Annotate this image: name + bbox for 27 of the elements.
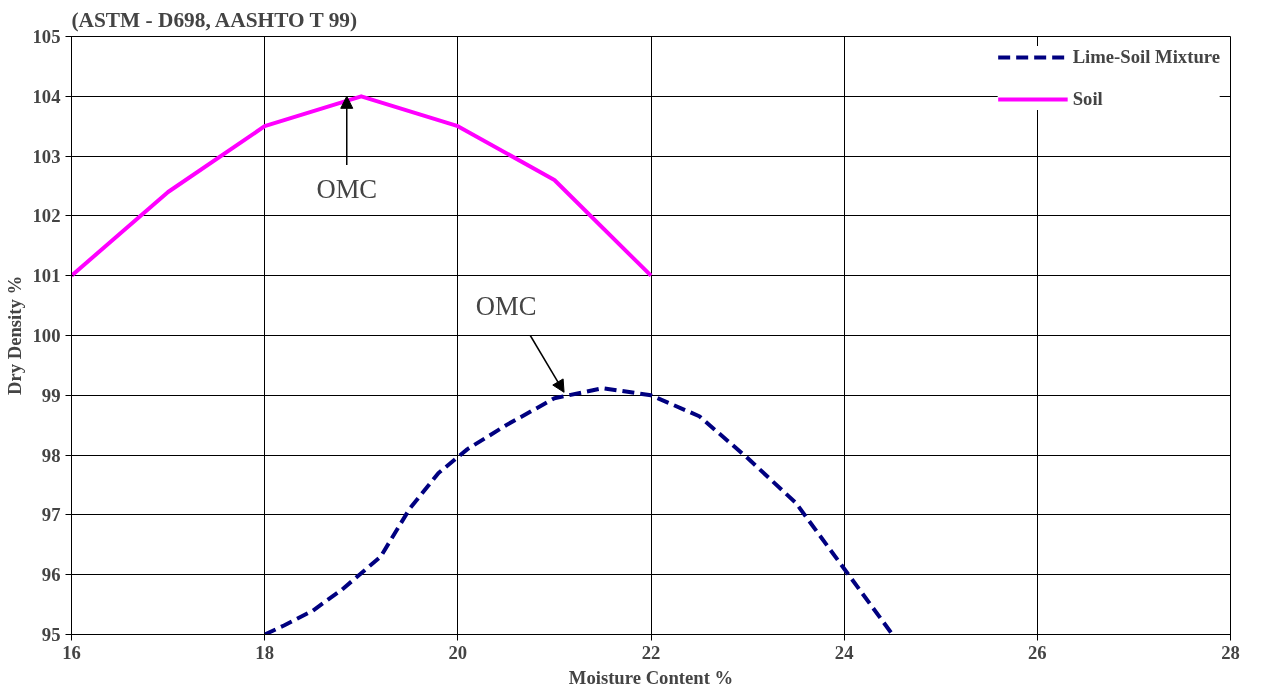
line-series: [262, 386, 895, 635]
annotation: OMC: [475, 290, 537, 321]
annotation: OMC: [316, 174, 378, 205]
y-tick-label: 99: [41, 384, 61, 406]
y-axis-title: Dry Density %: [3, 275, 25, 396]
y-tick-label: 103: [32, 145, 61, 167]
y-tick-label: 98: [41, 444, 61, 466]
y-tick-label: 97: [41, 504, 61, 526]
x-axis-title: Moisture Content %: [568, 666, 734, 688]
y-tick-label: 100: [32, 325, 61, 346]
x-tick-label: 24: [834, 641, 854, 663]
x-tick-label: 16: [62, 641, 81, 663]
x-tick-label: 20: [448, 641, 468, 663]
y-tick-label: 95: [41, 624, 61, 645]
y-tick-label: 96: [41, 564, 61, 586]
x-tick-label: 28: [1221, 641, 1240, 663]
x-tick-label: 26: [1028, 641, 1047, 663]
legend-label: Lime-Soil Mixture: [1072, 46, 1220, 68]
y-tick-label: 105: [32, 26, 61, 47]
y-tick-label: 104: [32, 85, 61, 107]
line-series: [71, 94, 653, 278]
y-tick-label: 101: [32, 265, 61, 287]
legend-label: Soil: [1072, 88, 1103, 110]
x-tick-label: 18: [255, 641, 274, 663]
x-tick-label: 22: [641, 641, 661, 663]
y-tick-label: 102: [32, 205, 61, 227]
chart-title: (ASTM - D698, AASHTO T 99): [71, 7, 358, 32]
